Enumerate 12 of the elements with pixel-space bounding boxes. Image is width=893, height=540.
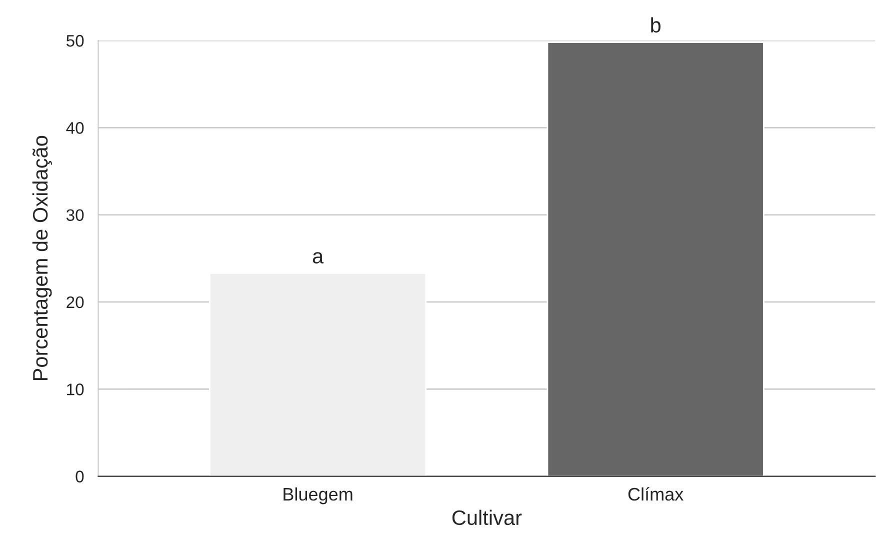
annotation: b	[651, 17, 660, 33]
y-tick-label: 30	[66, 209, 84, 222]
x-tick-label: Bluegem	[284, 487, 352, 504]
annotation: a	[312, 252, 324, 264]
x-tick-label: Clímax	[628, 487, 684, 501]
y-tick-label: 50	[66, 34, 84, 47]
y-tick-label: 0	[76, 470, 84, 482]
x-axis-title: Cultivar	[452, 510, 522, 526]
y-tick-label: 20	[66, 296, 84, 308]
y-tick-label: 40	[66, 122, 84, 134]
y-axis-title: Porcentagem de Oxidação	[32, 136, 52, 380]
y-tick-label: 10	[67, 384, 84, 396]
